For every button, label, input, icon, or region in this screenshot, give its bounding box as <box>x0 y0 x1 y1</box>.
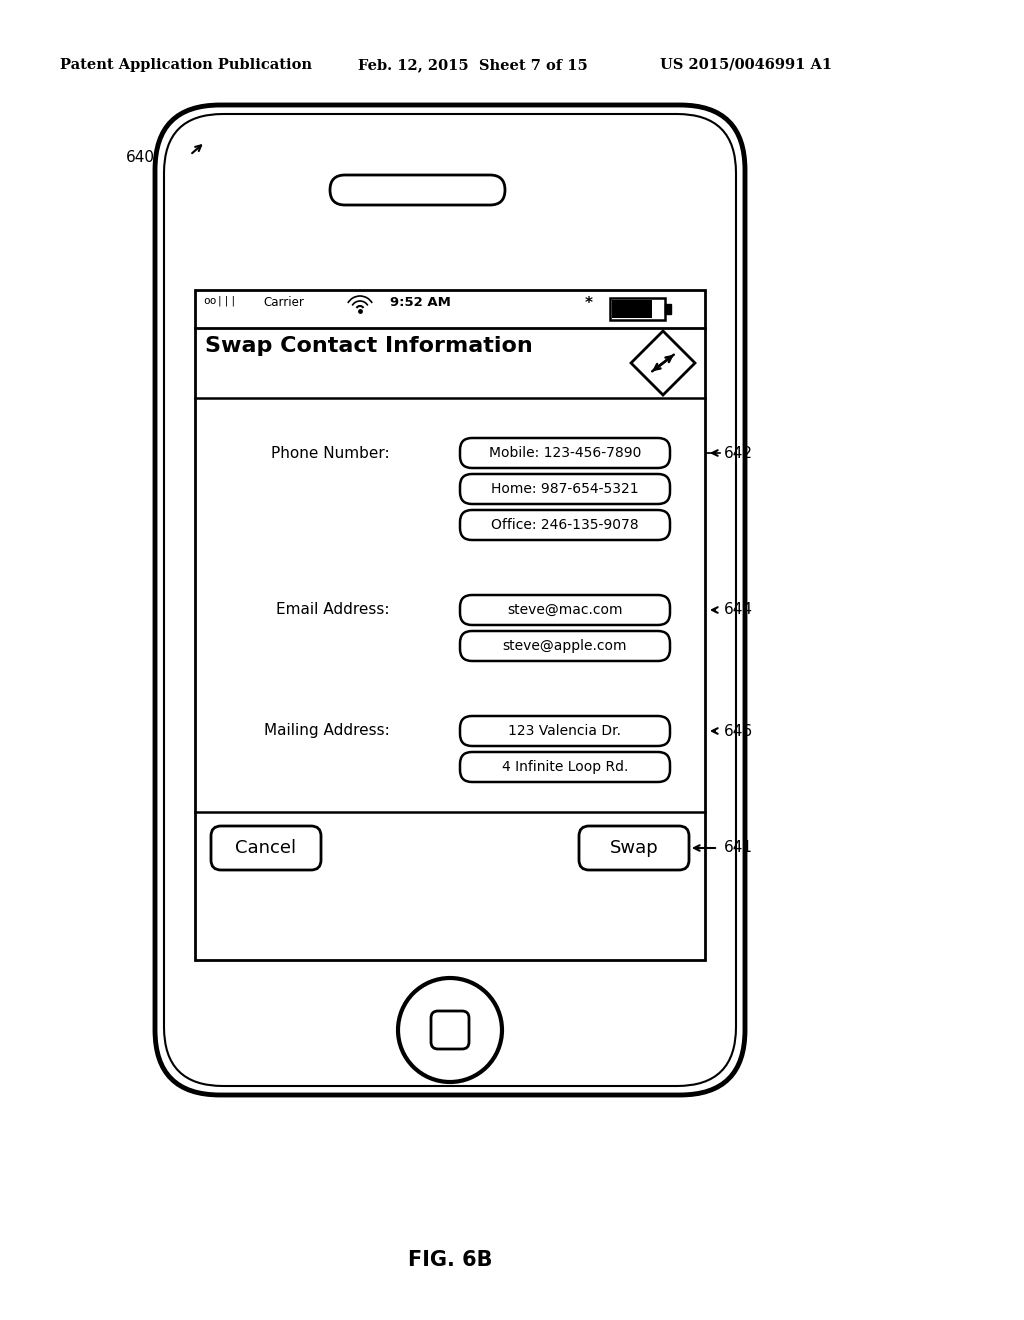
Polygon shape <box>631 331 695 395</box>
FancyBboxPatch shape <box>330 176 505 205</box>
FancyBboxPatch shape <box>460 474 670 504</box>
FancyBboxPatch shape <box>460 715 670 746</box>
Text: FIG. 6B: FIG. 6B <box>408 1250 493 1270</box>
FancyBboxPatch shape <box>460 438 670 469</box>
FancyBboxPatch shape <box>579 826 689 870</box>
Text: 646: 646 <box>724 723 753 738</box>
FancyBboxPatch shape <box>460 595 670 624</box>
FancyBboxPatch shape <box>460 631 670 661</box>
Text: 644: 644 <box>724 602 753 618</box>
FancyBboxPatch shape <box>460 752 670 781</box>
Text: Swap Contact Information: Swap Contact Information <box>205 337 532 356</box>
Text: 4 Infinite Loop Rd.: 4 Infinite Loop Rd. <box>502 760 628 774</box>
FancyBboxPatch shape <box>460 510 670 540</box>
Text: oo|||: oo||| <box>203 296 237 306</box>
FancyBboxPatch shape <box>211 826 321 870</box>
Text: *: * <box>585 296 593 312</box>
Bar <box>610 298 665 319</box>
Text: Mobile: 123-456-7890: Mobile: 123-456-7890 <box>488 446 641 459</box>
Text: Phone Number:: Phone Number: <box>271 446 390 461</box>
Text: 9:52 AM: 9:52 AM <box>390 296 451 309</box>
Text: Cancel: Cancel <box>236 840 297 857</box>
Text: 123 Valencia Dr.: 123 Valencia Dr. <box>509 723 622 738</box>
Text: 642: 642 <box>724 446 753 461</box>
Text: Feb. 12, 2015  Sheet 7 of 15: Feb. 12, 2015 Sheet 7 of 15 <box>358 58 588 73</box>
Text: Office: 246-135-9078: Office: 246-135-9078 <box>492 517 639 532</box>
Text: 641: 641 <box>724 841 753 855</box>
Text: steve@apple.com: steve@apple.com <box>503 639 628 653</box>
FancyBboxPatch shape <box>155 106 745 1096</box>
Bar <box>665 304 671 314</box>
Text: Mailing Address:: Mailing Address: <box>264 723 390 738</box>
Text: US 2015/0046991 A1: US 2015/0046991 A1 <box>660 58 833 73</box>
Bar <box>195 290 705 960</box>
Text: Email Address:: Email Address: <box>276 602 390 618</box>
Text: 640: 640 <box>126 150 155 165</box>
Text: steve@mac.com: steve@mac.com <box>507 603 623 616</box>
Text: Home: 987-654-5321: Home: 987-654-5321 <box>492 482 639 496</box>
FancyBboxPatch shape <box>431 1011 469 1049</box>
Circle shape <box>398 978 502 1082</box>
Text: Carrier: Carrier <box>263 296 304 309</box>
Text: Patent Application Publication: Patent Application Publication <box>60 58 312 73</box>
Text: Swap: Swap <box>609 840 658 857</box>
Bar <box>612 300 652 318</box>
